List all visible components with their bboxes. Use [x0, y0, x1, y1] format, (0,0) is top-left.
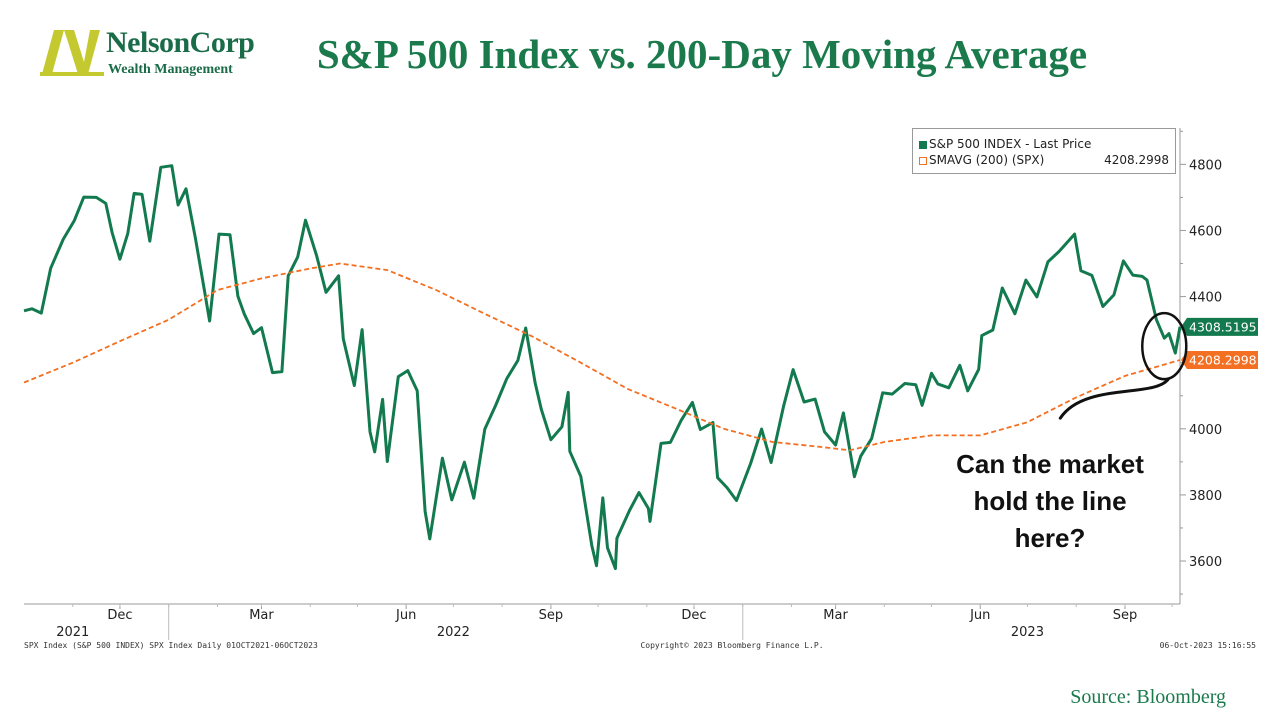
footer-left: SPX Index (S&P 500 INDEX) SPX Index Dail…	[24, 641, 318, 650]
last-value-tag-price	[1181, 317, 1258, 336]
annotation-pointer	[1058, 377, 1170, 420]
footer-center: Copyright© 2023 Bloomberg Finance L.P.	[640, 641, 823, 650]
series-line-sma	[23, 262, 1181, 452]
logo-subtitle: Wealth Management	[108, 62, 233, 77]
highlight-ellipse	[1141, 311, 1188, 381]
chart-axes: 3600380040004200440046004800DecMarJunSep…	[24, 128, 1222, 640]
y-tick-label: 4400	[1189, 291, 1222, 306]
x-tick-label: Jun	[395, 608, 416, 623]
legend-label-price: S&P 500 INDEX - Last Price	[929, 137, 1092, 151]
last-value-label-price: 4308.5195	[1189, 319, 1257, 334]
last-value-label-sma: 4208.2998	[1189, 352, 1257, 367]
legend-swatch-price	[919, 140, 927, 149]
legend-swatch-sma	[919, 156, 927, 165]
year-label: 2021	[56, 625, 89, 640]
x-tick-label: Sep	[539, 608, 564, 623]
x-tick-label: Sep	[1113, 608, 1138, 623]
last-value-tag-sma	[1181, 350, 1258, 369]
x-tick-label: Mar	[249, 608, 274, 623]
annotation-line: hold the line	[973, 486, 1127, 516]
y-tick-label: 4000	[1189, 423, 1222, 438]
x-tick-label: Dec	[107, 608, 132, 623]
x-tick-label: Jun	[969, 608, 990, 623]
chart-series	[23, 164, 1182, 571]
x-tick-label: Dec	[681, 608, 706, 623]
chart-legend: S&P 500 INDEX - Last Price SMAVG (200) (…	[912, 128, 1176, 174]
nelsoncorp-logo: NelsonCorp Wealth Management	[40, 26, 255, 82]
legend-item-price: S&P 500 INDEX - Last Price	[919, 136, 1171, 152]
legend-value-sma: 4208.2998	[1104, 153, 1169, 167]
chart-annotations: 4308.5195 4208.2998	[1058, 311, 1258, 420]
year-label: 2022	[437, 625, 470, 640]
logo-n-icon	[40, 30, 104, 76]
y-tick-label: 3800	[1189, 489, 1222, 504]
legend-item-sma: SMAVG (200) (SPX) 4208.2998	[919, 152, 1171, 168]
y-tick-label: 3600	[1189, 555, 1222, 570]
annotation-line: here?	[1014, 523, 1086, 553]
y-tick-label: 4800	[1189, 158, 1222, 173]
source-note: Source: Bloomberg	[1070, 686, 1226, 708]
year-label: 2023	[1011, 625, 1044, 640]
logo-name: NelsonCorp	[106, 26, 255, 59]
footer-right: 06-Oct-2023 15:16:55	[1160, 641, 1257, 650]
y-tick-label: 4600	[1189, 224, 1222, 239]
x-tick-label: Mar	[823, 608, 848, 623]
annotation-line: Can the market	[956, 449, 1144, 479]
legend-label-sma: SMAVG (200) (SPX)	[929, 153, 1045, 167]
annotation-text: Can the market hold the line here?	[930, 446, 1170, 557]
page-title: S&P 500 Index vs. 200-Day Moving Average	[316, 31, 1088, 77]
